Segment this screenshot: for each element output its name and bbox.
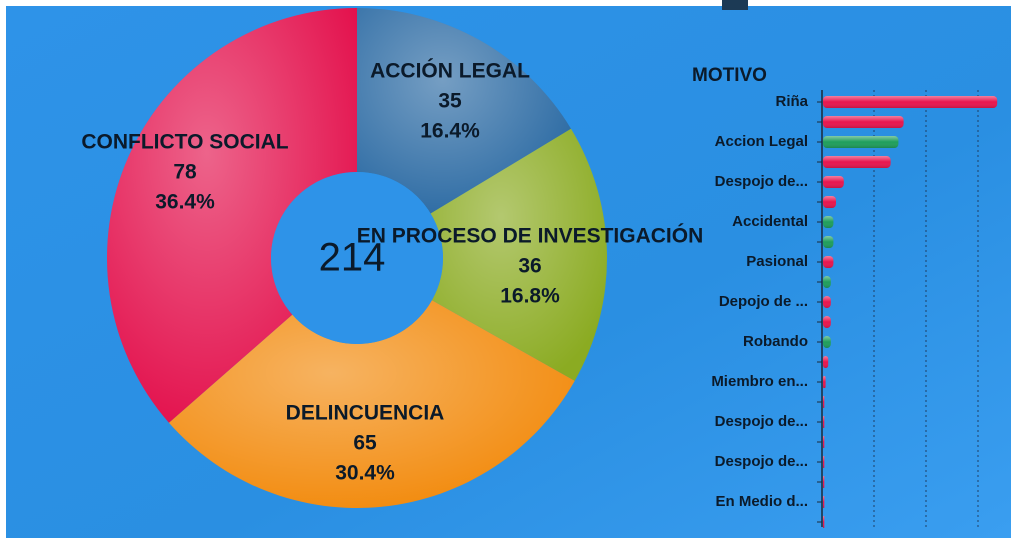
slice-shine [168,300,575,509]
top-tab [722,0,748,10]
bar-gloss [823,156,891,168]
slice-shine [357,8,572,214]
slice-value: 36 [518,255,541,278]
bar-gloss [823,516,825,528]
slice-value: 78 [173,161,197,184]
bar-gloss [823,256,834,268]
slice-percent: 16.4% [420,120,480,143]
slice-label: EN PROCESO DE INVESTIGACIÓN [357,224,704,248]
bar-label: Depojo de ... [719,293,808,310]
bar-label: Despojo de... [715,173,808,190]
bar-label: Riña [775,93,808,110]
bar-gloss [823,216,834,228]
slice-percent: 36.4% [155,191,215,214]
bar-gloss [823,316,831,328]
bar-gloss [823,276,831,288]
bar-gloss [823,236,834,248]
slice-label: CONFLICTO SOCIAL [81,131,288,154]
bar-gloss [823,356,829,368]
bar-gloss [823,416,825,428]
bar-gloss [823,456,825,468]
bar-gloss [823,116,904,128]
bar-gloss [823,436,825,448]
bar-chart: MOTIVO Riña Accion Legal Despojo de... Acci… [692,65,998,528]
bar-label: En Medio d... [716,493,809,510]
donut-hole [271,172,443,344]
slice-value: 65 [353,432,377,455]
bar-gloss [823,136,899,148]
slice-percent: 30.4% [335,462,395,485]
bar-label: Accion Legal [715,133,808,150]
slice-value: 35 [438,90,462,113]
bar-gloss [823,336,831,348]
bar-gloss [823,496,825,508]
bar-label: Pasional [746,253,808,270]
bar-label: Robando [743,333,808,350]
bar-gloss [823,196,836,208]
bar-label: Accidental [732,213,808,230]
bar-gloss [823,176,844,188]
bar-gloss [823,476,825,488]
slice-shine [430,128,608,381]
bar-gloss [823,396,825,408]
donut-total: 214 [319,236,386,280]
slice-label: ACCIÓN LEGAL [370,59,530,83]
bar-gloss [823,376,826,388]
bar-label: Despojo de... [715,453,808,470]
bar-chart-title: MOTIVO [692,65,767,86]
slice-shine [106,8,357,423]
bar-label: Despojo de... [715,413,808,430]
bar-gloss [823,96,998,108]
bar-label: Miembro en... [711,373,808,390]
donut-chart: 214 [106,8,608,509]
slice-percent: 16.8% [500,285,560,308]
slice-label: DELINCUENCIA [286,402,445,425]
bar-gloss [823,296,831,308]
